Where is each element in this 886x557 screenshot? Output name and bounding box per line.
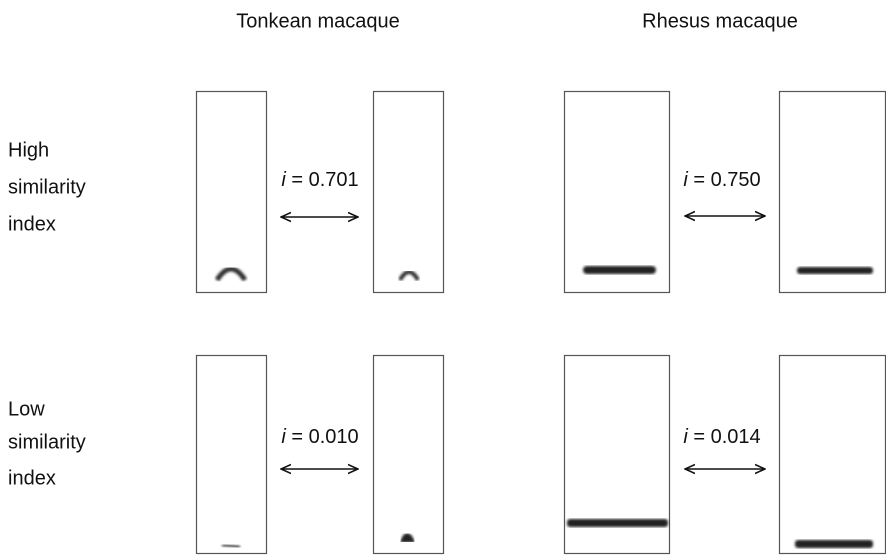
page: { "columns": ["Tonkean macaque", "Rhesus…	[0, 0, 886, 557]
similarity-label: i = 0.014	[683, 426, 760, 448]
index-value: = 0.701	[291, 169, 358, 191]
column-header: Rhesus macaque	[642, 10, 798, 32]
index-symbol: i	[281, 426, 286, 448]
call-trace	[402, 535, 413, 542]
similarity-label: i = 0.010	[281, 426, 358, 448]
index-symbol: i	[281, 169, 286, 191]
similarity-label: i = 0.701	[281, 169, 358, 191]
index-value: = 0.014	[693, 426, 760, 448]
spectrogram-frame	[780, 92, 886, 293]
spectrogram-frame	[780, 356, 886, 554]
figure: Tonkean macaque Rhesus macaque High simi…	[0, 0, 886, 557]
call-trace	[583, 266, 656, 274]
row-label: index	[8, 213, 56, 235]
index-value: = 0.750	[693, 169, 760, 191]
row-label: index	[8, 467, 56, 489]
row-label: similarity	[8, 176, 86, 198]
call-trace	[567, 519, 668, 527]
call-trace	[795, 540, 873, 548]
column-header: Tonkean macaque	[236, 10, 399, 32]
index-symbol: i	[683, 426, 688, 448]
spectrogram-frame	[197, 356, 267, 554]
call-trace	[797, 267, 873, 274]
spectrogram-frame	[374, 356, 444, 554]
index-symbol: i	[683, 169, 688, 191]
row-label: High	[8, 139, 49, 161]
call-trace	[222, 545, 240, 547]
similarity-label: i = 0.750	[683, 169, 760, 191]
row-label: Low	[8, 398, 45, 420]
row-label: similarity	[8, 431, 86, 453]
index-value: = 0.010	[291, 426, 358, 448]
spectrogram-frame	[565, 92, 670, 293]
spectrogram-frame	[197, 92, 267, 293]
spectrogram-frame	[374, 92, 444, 293]
